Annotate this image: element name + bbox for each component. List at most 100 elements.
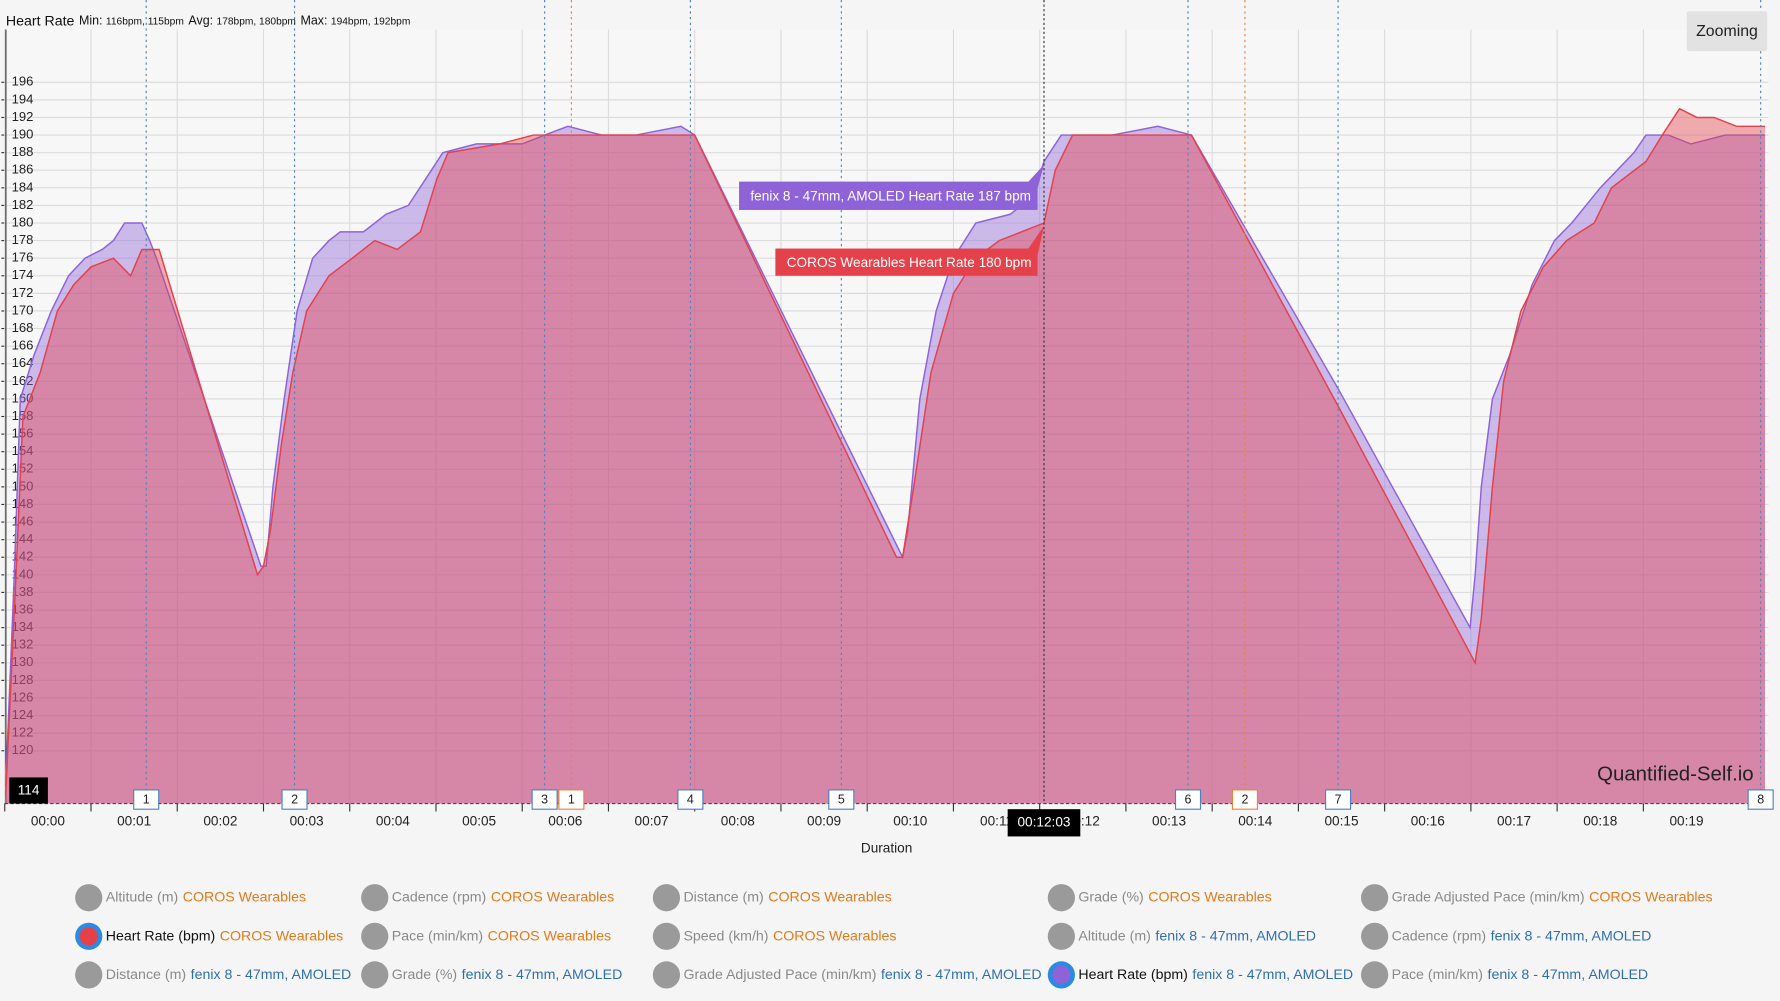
legend-item[interactable]: Pace (min/km) fenix 8 - 47mm, AMOLED — [1360, 961, 1649, 989]
legend-device[interactable]: fenix 8 - 47mm, AMOLED — [1155, 928, 1316, 944]
legend-device[interactable]: COROS Wearables — [491, 889, 614, 905]
lap-label: 4 — [687, 792, 694, 806]
x-tick-label: 00:01 — [117, 813, 151, 828]
legend-metric[interactable]: Distance (m) — [683, 889, 763, 905]
legend-text[interactable]: Grade (%) fenix 8 - 47mm, AMOLED — [392, 967, 623, 983]
legend-text[interactable]: Pace (min/km) fenix 8 - 47mm, AMOLED — [1392, 967, 1649, 983]
y-tick-label: 164 — [12, 355, 34, 370]
legend-device[interactable]: fenix 8 - 47mm, AMOLED — [1488, 967, 1649, 983]
legend-item[interactable]: Distance (m) fenix 8 - 47mm, AMOLED — [75, 961, 352, 989]
legend-item[interactable]: Cadence (rpm) COROS Wearables — [361, 884, 614, 912]
legend-device[interactable]: COROS Wearables — [1148, 889, 1271, 905]
legend-swatch[interactable] — [1052, 965, 1071, 984]
legend-swatch[interactable] — [1360, 884, 1389, 912]
lap-label: 7 — [1335, 792, 1342, 806]
y-tick-label: 184 — [12, 179, 34, 194]
legend-device[interactable]: fenix 8 - 47mm, AMOLED — [881, 967, 1042, 983]
legend-metric[interactable]: Heart Rate (bpm) — [1078, 967, 1187, 983]
legend-item[interactable]: Grade Adjusted Pace (min/km) fenix 8 - 47… — [652, 961, 1042, 989]
legend-metric[interactable]: Grade (%) — [1078, 889, 1143, 905]
legend-text[interactable]: Altitude (m) fenix 8 - 47mm, AMOLED — [1078, 928, 1316, 944]
legend-swatch[interactable] — [1047, 922, 1075, 950]
legend-device[interactable]: COROS Wearables — [768, 889, 891, 905]
legend-swatch[interactable] — [1047, 884, 1075, 912]
legend-text[interactable]: Cadence (rpm) COROS Wearables — [392, 889, 614, 905]
legend-item[interactable]: Grade Adjusted Pace (min/km) COROS Wearab… — [1360, 884, 1713, 912]
legend-item[interactable]: Speed (km/h) COROS Wearables — [652, 922, 897, 950]
lap-marker — [1747, 789, 1774, 810]
legend-item[interactable]: Heart Rate (bpm) COROS Wearables — [75, 922, 343, 950]
legend-item[interactable]: Cadence (rpm) fenix 8 - 47mm, AMOLED — [1360, 922, 1652, 950]
legend-swatch[interactable] — [361, 961, 389, 989]
legend-metric[interactable]: Pace (min/km) — [1392, 967, 1483, 983]
legend-swatch[interactable] — [652, 884, 681, 912]
legend-metric[interactable]: Distance (m) — [106, 967, 186, 983]
legend-swatch[interactable] — [1360, 961, 1389, 989]
legend-metric[interactable]: Grade Adjusted Pace (min/km) — [683, 967, 876, 983]
legend-text[interactable]: Distance (m) fenix 8 - 47mm, AMOLED — [106, 967, 352, 983]
legend-text[interactable]: Grade Adjusted Pace (min/km) fenix 8 - 47… — [683, 967, 1041, 983]
y-tick-label: 132 — [12, 637, 34, 652]
legend-metric[interactable]: Speed (km/h) — [683, 928, 768, 944]
legend-device[interactable]: COROS Wearables — [183, 889, 306, 905]
legend-item[interactable]: Heart Rate (bpm) fenix 8 - 47mm, AMOLED — [1047, 961, 1353, 989]
legend-metric[interactable]: Altitude (m) — [106, 889, 178, 905]
legend-device[interactable]: COROS Wearables — [488, 928, 611, 944]
legend-metric[interactable]: Pace (min/km) — [392, 928, 483, 944]
lap-marker — [558, 789, 585, 810]
y-tick-label: 140 — [12, 566, 34, 581]
legend-text[interactable]: Heart Rate (bpm) fenix 8 - 47mm, AMOLED — [1078, 967, 1353, 983]
y-tick-label: 124 — [12, 707, 34, 722]
legend-device[interactable]: fenix 8 - 47mm, AMOLED — [191, 967, 352, 983]
legend-item[interactable]: Grade (%) fenix 8 - 47mm, AMOLED — [361, 961, 623, 989]
legend-text[interactable]: Cadence (rpm) fenix 8 - 47mm, AMOLED — [1392, 928, 1652, 944]
legend-metric[interactable]: Heart Rate (bpm) — [106, 928, 215, 944]
legend-swatch[interactable] — [79, 927, 98, 946]
legend-metric[interactable]: Altitude (m) — [1078, 928, 1150, 944]
legend-text[interactable]: Heart Rate (bpm) COROS Wearables — [106, 928, 343, 944]
cursor-y-label: 114 — [18, 783, 40, 798]
legend-swatch[interactable] — [361, 922, 389, 950]
legend-device[interactable]: fenix 8 - 47mm, AMOLED — [462, 967, 623, 983]
legend-device[interactable]: fenix 8 - 47mm, AMOLED — [1491, 928, 1652, 944]
stat-label: Avg: — [188, 14, 213, 28]
legend-swatch[interactable] — [1360, 922, 1389, 950]
legend-metric[interactable]: Cadence (rpm) — [392, 889, 487, 905]
legend-text[interactable]: Altitude (m) COROS Wearables — [106, 889, 306, 905]
legend-item[interactable]: Grade (%) COROS Wearables — [1047, 884, 1272, 912]
x-tick-label: 00:15 — [1324, 813, 1358, 828]
legend-item[interactable]: Distance (m) COROS Wearables — [652, 884, 892, 912]
legend-swatch[interactable] — [361, 884, 389, 912]
series-line — [4, 107, 1766, 795]
legend-metric[interactable]: Grade (%) — [392, 967, 457, 983]
y-tick-label: 170 — [12, 302, 34, 317]
zoom-button-label[interactable]: Zooming — [1696, 23, 1758, 40]
zoom-button[interactable]: Zooming — [1686, 11, 1768, 52]
legend-item[interactable]: Pace (min/km) COROS Wearables — [361, 922, 611, 950]
legend-swatch[interactable] — [652, 922, 681, 950]
legend-item[interactable]: Altitude (m) fenix 8 - 47mm, AMOLED — [1047, 922, 1316, 950]
legend-text[interactable]: Grade Adjusted Pace (min/km) COROS Wearab… — [1392, 889, 1713, 905]
legend-device[interactable]: fenix 8 - 47mm, AMOLED — [1192, 967, 1353, 983]
lap-marker — [828, 789, 855, 810]
legend-swatch[interactable] — [75, 884, 103, 912]
x-tick-label: 00:14 — [1238, 813, 1272, 828]
legend-text[interactable]: Distance (m) COROS Wearables — [683, 889, 891, 905]
lap-marker — [1231, 789, 1258, 810]
legend-device[interactable]: COROS Wearables — [773, 928, 896, 944]
legend-metric[interactable]: Cadence (rpm) — [1392, 928, 1487, 944]
zoom-button-bg[interactable] — [1686, 11, 1768, 52]
x-tick-label: 00:08 — [721, 813, 755, 828]
legend-swatch[interactable] — [652, 961, 681, 989]
legend-item[interactable]: Altitude (m) COROS Wearables — [75, 884, 306, 912]
legend-text[interactable]: Grade (%) COROS Wearables — [1078, 889, 1271, 905]
legend-device[interactable]: COROS Wearables — [1589, 889, 1712, 905]
legend-swatch[interactable] — [75, 961, 103, 989]
legend-text[interactable]: Speed (km/h) COROS Wearables — [683, 928, 896, 944]
legend-metric[interactable]: Grade Adjusted Pace (min/km) — [1392, 889, 1585, 905]
y-tick-label: 196 — [12, 74, 34, 89]
y-tick-label: 122 — [12, 725, 34, 740]
legend-device[interactable]: COROS Wearables — [220, 928, 343, 944]
legend-text[interactable]: Pace (min/km) COROS Wearables — [392, 928, 611, 944]
